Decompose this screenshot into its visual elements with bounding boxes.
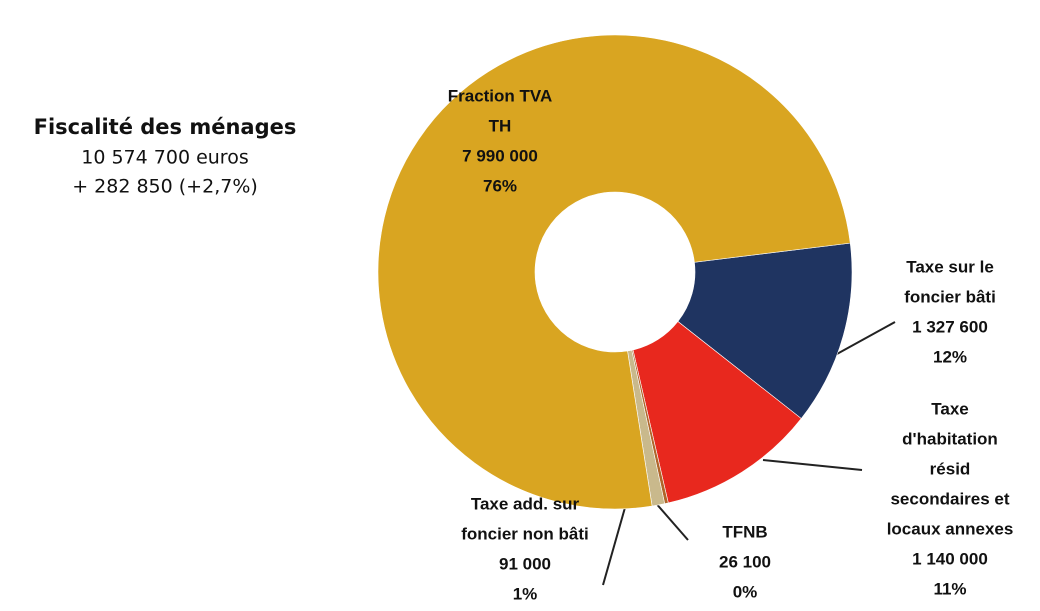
donut-slice — [632, 321, 802, 504]
percent-label: 12% — [933, 347, 967, 366]
subtitle: + 282 850 (+2,7%) — [72, 176, 258, 198]
chart-title: Fiscalité des ménages — [34, 115, 297, 139]
slice-label: foncier bâti — [904, 287, 996, 306]
slice-label: TH — [489, 116, 512, 135]
slice-label: d'habitation — [902, 429, 998, 448]
percent-label: 1% — [513, 584, 538, 603]
value-label: 1 327 600 — [912, 317, 988, 336]
slice-label: foncier non bâti — [461, 524, 589, 543]
value-label: 1 140 000 — [912, 549, 988, 568]
value-label: 7 990 000 — [462, 146, 538, 165]
slice-label: Fraction TVA — [448, 86, 553, 105]
percent-label: 0% — [733, 582, 758, 601]
leader-line — [762, 459, 863, 471]
value-label: 91 000 — [499, 554, 551, 573]
value-label: 26 100 — [719, 552, 771, 571]
percent-label: 76% — [483, 176, 517, 195]
slice-label: Taxe sur le — [906, 257, 994, 276]
percent-label: 11% — [933, 579, 966, 598]
slice-label: Taxe add. sur — [471, 494, 580, 513]
donut-slice — [377, 34, 851, 510]
slice-label: secondaires et — [890, 489, 1009, 508]
subtitle: 10 574 700 euros — [81, 147, 248, 169]
slice-label: résid — [930, 459, 971, 478]
slice-label: Taxe — [931, 399, 969, 418]
slice-label: locaux annexes — [887, 519, 1014, 538]
donut-slice — [677, 242, 853, 419]
slice-label: TFNB — [722, 522, 767, 541]
